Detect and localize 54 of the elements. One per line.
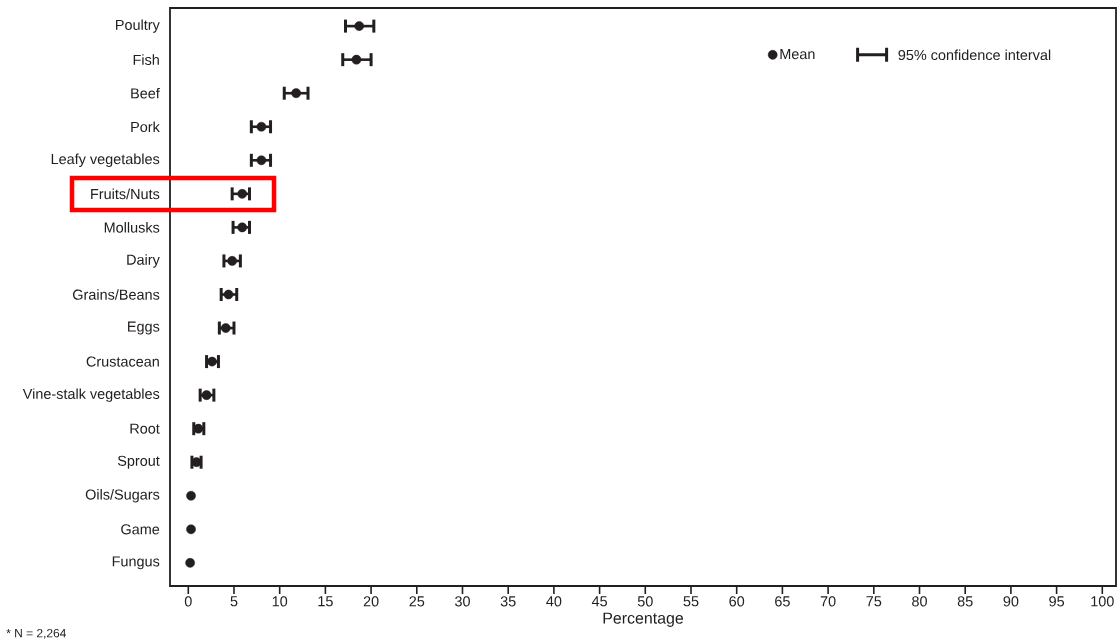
- x-tick-label: 10: [272, 596, 288, 607]
- x-tick-label: 55: [683, 596, 699, 607]
- y-tick-label: Fruits/Nuts: [91, 188, 160, 200]
- y-tick-label: Vine-stalk vegetables: [22, 388, 160, 402]
- annotation: 95% confidence interval: [898, 49, 1051, 61]
- y-tick-label: Root: [130, 423, 160, 434]
- x-tick-label: 40: [546, 596, 562, 607]
- y-tick-label: Dairy: [127, 254, 160, 268]
- y-tick-label: Sprout: [117, 455, 160, 469]
- x-tick-label: 60: [729, 596, 745, 607]
- x-tick-label: 20: [363, 596, 379, 607]
- y-tick-label: Fish: [133, 54, 159, 65]
- point: [237, 222, 248, 233]
- x-tick-label: 5: [230, 596, 238, 607]
- y-tick-label: Game: [121, 524, 160, 535]
- x-tick-label: 100: [1091, 596, 1114, 607]
- y-tick-label: Leafy vegetables: [51, 153, 160, 168]
- point: [223, 289, 234, 300]
- point: [256, 155, 267, 166]
- x-tick-label: 45: [591, 596, 608, 607]
- point: [351, 54, 362, 65]
- x-tick-label: 0: [184, 596, 192, 607]
- text: * N = 2,264: [6, 628, 66, 639]
- x-tick-label: 75: [866, 596, 882, 607]
- y-tick-label: Fungus: [112, 556, 160, 570]
- point: [186, 490, 196, 501]
- y-tick-label: Crustacean: [86, 356, 159, 367]
- point: [256, 121, 267, 132]
- x-tick-label: 35: [500, 596, 516, 607]
- x-tick-label: 90: [1003, 596, 1019, 607]
- y-tick-label: Mollusks: [104, 222, 160, 233]
- y-tick-label: Beef: [131, 87, 160, 99]
- y-tick-label: Grains/Beans: [73, 289, 160, 300]
- y-tick-label: Oils/Sugars: [85, 489, 160, 503]
- y-tick-label: Pork: [131, 121, 160, 133]
- y-tick-label: Eggs: [128, 321, 160, 335]
- x-tick-label: 15: [318, 596, 333, 607]
- point: [227, 256, 237, 266]
- x-tick-label: 85: [957, 596, 973, 607]
- x-tick-label: 25: [409, 596, 425, 607]
- point: [186, 524, 196, 535]
- y-tick-label: Poultry: [116, 19, 160, 33]
- x-tick-label: 50: [637, 596, 653, 607]
- legend-label: Mean: [780, 49, 815, 60]
- point: [291, 88, 301, 99]
- x-tick-label: 95: [1049, 596, 1065, 607]
- x-tick-label: 80: [912, 596, 927, 607]
- point: [354, 21, 364, 31]
- x-tick-label: 30: [455, 596, 470, 607]
- point: [185, 558, 195, 568]
- x-axis-title: Percentage: [603, 612, 684, 627]
- x-tick-label: 70: [820, 596, 836, 607]
- point: [237, 189, 248, 199]
- x-tick-label: 65: [775, 596, 790, 607]
